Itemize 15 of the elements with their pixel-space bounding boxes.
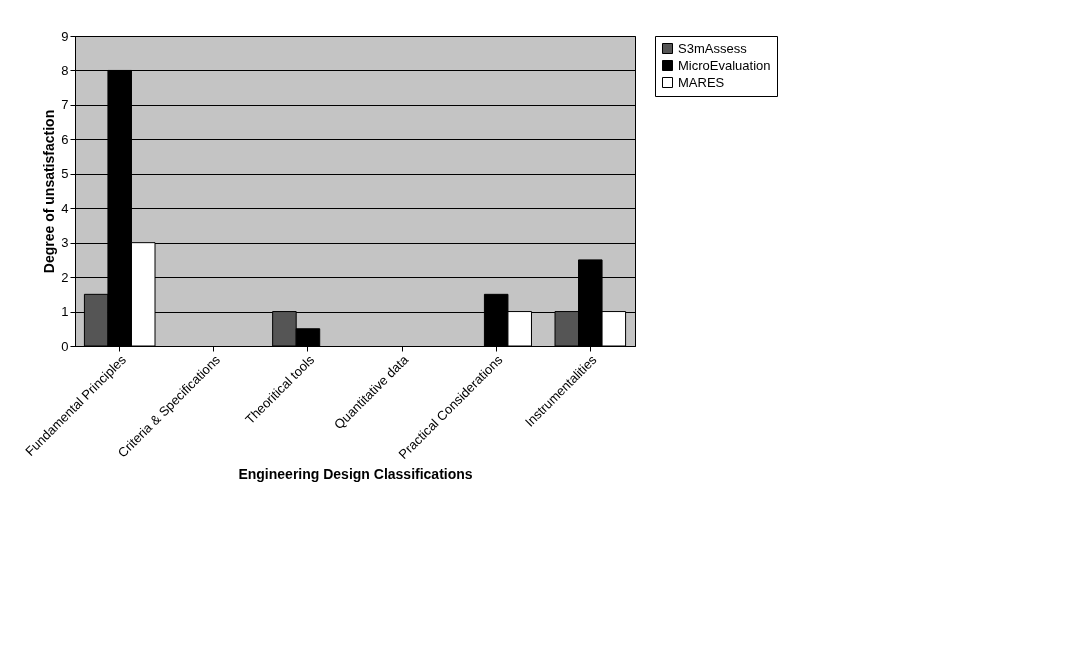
legend-label: S3mAssess <box>678 40 748 56</box>
y-tick-label: 3 <box>61 235 69 251</box>
y-tick-label: 8 <box>61 62 69 78</box>
y-axis-title: Degree of unsatisfaction <box>41 109 58 274</box>
legend-label: MicroEvaluation <box>678 57 771 73</box>
y-tick-label: 2 <box>61 269 69 285</box>
y-tick-label: 7 <box>61 97 69 113</box>
x-axis-title: Engineering Design Classifications <box>238 466 473 483</box>
y-tick-label: 0 <box>61 338 69 354</box>
legend-label: MARES <box>678 74 725 90</box>
y-tick-label: 5 <box>61 166 69 182</box>
y-tick-label: 1 <box>61 304 69 320</box>
y-tick-label: 9 <box>61 28 69 44</box>
y-tick-label: 6 <box>61 131 69 147</box>
y-tick-label: 4 <box>61 200 69 216</box>
